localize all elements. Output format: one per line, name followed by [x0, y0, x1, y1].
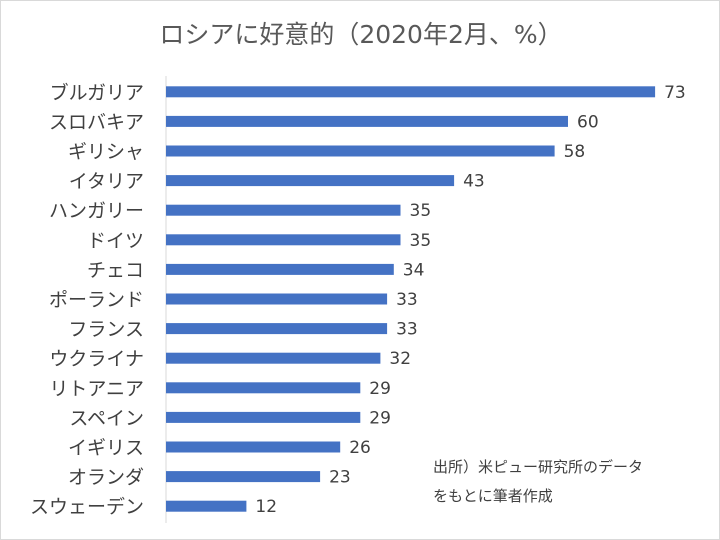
value-label: 35 [410, 201, 432, 221]
bar [166, 86, 656, 98]
bar [166, 145, 555, 157]
category-label: チェコ [87, 259, 144, 281]
bar [166, 441, 341, 453]
category-label: イギリス [68, 437, 144, 459]
bar [166, 500, 247, 512]
bar [166, 263, 394, 275]
category-label: ウクライナ [49, 348, 144, 370]
value-label: 60 [577, 112, 599, 132]
category-label: イタリア [69, 171, 144, 193]
bar [166, 234, 401, 246]
category-label: フランス [68, 319, 144, 341]
value-label: 43 [463, 172, 485, 192]
bar [166, 411, 361, 423]
bar [166, 382, 361, 394]
bar [166, 175, 455, 187]
category-label: スペイン [69, 407, 144, 429]
category-label: ポーランド [49, 289, 144, 311]
category-label: スウェーデン [30, 496, 144, 518]
source-note-line-2: をもとに筆者作成 [433, 487, 553, 505]
value-label: 33 [396, 320, 418, 340]
bar [166, 204, 401, 216]
value-label: 33 [396, 290, 418, 310]
category-label: ギリシャ [68, 141, 144, 163]
value-label: 23 [329, 468, 351, 488]
source-note-line-1: 出所）米ピュー研究所のデータ [433, 458, 643, 476]
chart-title: ロシアに好意的（2020年2月、%） [159, 20, 562, 49]
bar [166, 352, 381, 364]
category-label: リトアニア [49, 378, 144, 400]
category-label: ハンガリー [49, 200, 144, 222]
value-label: 26 [349, 438, 371, 458]
bar [166, 115, 568, 127]
bar [166, 293, 388, 305]
category-label: スロバキア [49, 111, 144, 133]
value-label: 73 [664, 83, 686, 103]
value-label: 58 [564, 142, 586, 162]
value-label: 32 [389, 349, 411, 369]
category-label: オランダ [68, 467, 144, 489]
bar [166, 323, 388, 335]
value-label: 29 [369, 408, 391, 428]
category-label: ドイツ [87, 230, 144, 252]
value-label: 12 [255, 497, 277, 517]
value-label: 29 [369, 379, 391, 399]
value-label: 34 [403, 260, 425, 280]
category-label: ブルガリア [50, 81, 144, 104]
value-label: 35 [410, 231, 432, 251]
bar [166, 471, 321, 483]
bars-group: ブルガリア 73 スロバキア 60 ギリシャ 58 イタリア 43 ハンガリー 35 ドイツ 35 チェ… [30, 81, 686, 518]
